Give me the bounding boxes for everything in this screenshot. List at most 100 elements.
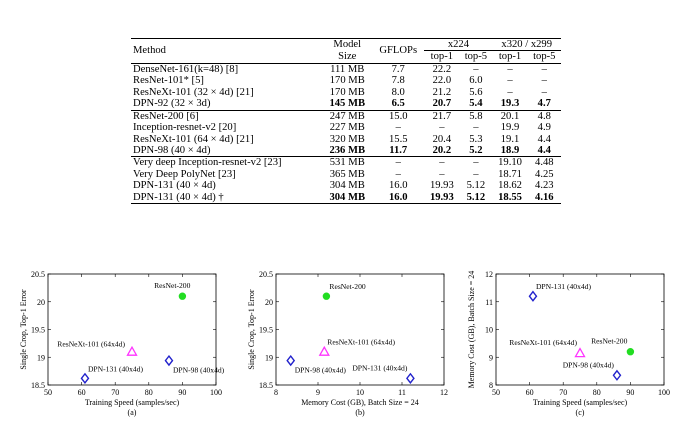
header-top5-320: top-5 — [527, 50, 561, 64]
point-label: DPN-131 (40x4d) — [536, 282, 592, 291]
cell-t1-320: – — [507, 63, 513, 75]
point-label: DPN-98 (40x4d) — [563, 360, 615, 369]
y-tick-label: 9 — [489, 353, 493, 362]
cell-t5-320: 4.7 — [537, 98, 551, 110]
cell-method: DPN-131 (40 × 4d) — [133, 180, 216, 192]
cell-t1-320: 18.55 — [498, 191, 522, 203]
cell-size: 247 MB — [329, 110, 365, 122]
scatter-charts: 50 60 70 80 90 100 18.5 19 19.5 20 20.5 Training Sp… — [19, 270, 670, 417]
cell-size: 111 MB — [330, 63, 365, 75]
cell-t1-320: 19.10 — [498, 157, 522, 169]
cell-t1-224: 20.7 — [432, 98, 452, 110]
table-row: ResNet-101* [5] 170 MB 7.8 22.0 6.0 – – — [131, 75, 561, 86]
cell-t5-320: 4.4 — [537, 144, 551, 156]
y-tick-label: 10 — [485, 326, 493, 335]
x-tick-label: 9 — [316, 388, 320, 397]
cell-t1-320: 19.1 — [500, 133, 520, 145]
x-tick-label: 50 — [44, 388, 52, 397]
point-label: ResNet-200 — [329, 282, 365, 291]
point-marker — [178, 292, 187, 300]
y-axis-label: Single Crop, Top-1 Error — [19, 289, 28, 370]
header-x224: x224 — [447, 39, 469, 50]
cell-t1-224: 19.93 — [429, 191, 454, 203]
x-axis-label: Training Speed (samples/sec) — [533, 398, 628, 407]
x-tick-label: 12 — [440, 388, 448, 397]
point-label: DPN-98 (40x4d) — [173, 366, 225, 375]
cell-t1-320: – — [507, 86, 513, 98]
y-tick-label: 18.5 — [31, 381, 45, 390]
cell-t5-320: 4.16 — [535, 191, 554, 203]
header-x320: x320 / x299 — [501, 39, 553, 50]
point-marker — [80, 372, 90, 384]
cell-size: 531 MB — [329, 157, 365, 169]
chart-1: 50 60 70 80 90 100 18.5 19 19.5 20 20.5 Training Sp… — [19, 270, 225, 417]
x-tick-label: 100 — [210, 388, 222, 397]
cell-t1-224: 22.2 — [432, 63, 452, 75]
y-tick-label: 8 — [489, 381, 493, 390]
cell-t1-224: – — [439, 122, 445, 134]
cell-t5-224: – — [473, 63, 479, 75]
table-row: DPN-131 (40 × 4d) 304 MB 16.0 19.93 5.12 18.6… — [131, 180, 561, 191]
table-row: Inception-resnet-v2 [20] 227 MB – – – 19.9 4.9 — [131, 122, 561, 133]
cell-gflops: – — [395, 157, 401, 169]
point-marker — [626, 348, 635, 356]
cell-t1-224: 20.2 — [432, 144, 452, 156]
table-row: ResNet-200 [6] 247 MB 15.0 21.7 5.8 20.1 4.8 — [131, 110, 561, 122]
point-marker — [126, 345, 138, 356]
cell-t5-224: 5.8 — [469, 110, 483, 122]
cell-t1-320: 20.1 — [500, 110, 520, 122]
table-row: DPN-92 (32 × 3d) 145 MB 6.5 20.7 5.4 19.3 4.7 — [131, 98, 561, 110]
x-axis-label: Training Speed (samples/sec) — [85, 398, 180, 407]
point-marker — [574, 347, 586, 358]
y-axis-label: Single Crop, Top-1 Error — [247, 289, 256, 370]
cell-t5-224: 5.3 — [469, 133, 483, 145]
x-tick-label: 70 — [559, 388, 567, 397]
cell-gflops: 16.0 — [388, 180, 408, 192]
cell-method: DPN-131 (40 × 4d) † — [133, 191, 224, 203]
cell-t5-224: 5.12 — [466, 180, 486, 192]
cell-gflops: 8.0 — [391, 86, 405, 98]
cell-method: ResNet-101* [5] — [133, 75, 204, 87]
cell-t5-320: 4.48 — [535, 157, 554, 169]
point-marker — [164, 354, 174, 367]
point-label: ResNeXt-101 (64x4d) — [327, 338, 395, 347]
y-tick-label: 18.5 — [259, 381, 273, 390]
cell-gflops: 15.0 — [388, 110, 408, 122]
cell-t1-320: 18.9 — [500, 144, 520, 156]
x-tick-label: 90 — [626, 388, 634, 397]
x-tick-label: 80 — [593, 388, 601, 397]
cell-t5-320: 4.4 — [537, 133, 551, 145]
y-axis-label: Memory Cost (GB), Batch Size = 24 — [467, 271, 476, 389]
cell-t1-224: – — [439, 157, 445, 169]
y-tick-label: 19.5 — [31, 326, 45, 335]
cell-gflops: 7.8 — [391, 75, 405, 87]
header-model-size-1: Model — [333, 39, 362, 51]
cell-t5-224: 5.2 — [469, 144, 483, 156]
table-row: DPN-131 (40 × 4d) † 304 MB 16.0 19.93 5.12 18… — [131, 192, 561, 204]
point-label: ResNet-200 — [591, 337, 627, 346]
y-tick-label: 19 — [37, 353, 45, 362]
cell-t1-320: 19.9 — [500, 122, 520, 134]
point-marker — [528, 290, 538, 302]
chart-2: 8 9 10 11 12 18.5 19 19.5 20 20.5 Memory Cost (GB)… — [247, 270, 448, 417]
point-label: ResNet-200 — [154, 281, 190, 290]
cell-t5-320: – — [541, 75, 547, 87]
cell-t1-224: – — [439, 168, 445, 180]
cell-size: 320 MB — [329, 133, 365, 145]
y-tick-label: 20.5 — [259, 270, 273, 279]
cell-gflops: 16.0 — [388, 191, 408, 203]
x-tick-label: 60 — [78, 388, 86, 397]
table-row: Very deep Inception-resnet-v2 [23] 531 MB… — [131, 156, 561, 169]
cell-size: 365 MB — [329, 168, 365, 180]
table-row: ResNeXt-101 (64 × 4d) [21] 320 MB 15.5 20.4… — [131, 134, 561, 145]
cell-size: 304 MB — [329, 191, 366, 203]
cell-t1-224: 21.7 — [432, 110, 452, 122]
cell-t5-320: – — [541, 86, 547, 98]
point-marker — [286, 354, 296, 367]
point-label: ResNeXt-101 (64x4d) — [509, 338, 577, 347]
point-marker — [406, 372, 415, 384]
header-gflops: GFLOPs — [379, 45, 418, 57]
point-label: ResNeXt-101 (64x4d) — [57, 340, 125, 349]
chart-caption: (a) — [128, 408, 137, 417]
cell-t5-224: 5.6 — [469, 86, 483, 98]
